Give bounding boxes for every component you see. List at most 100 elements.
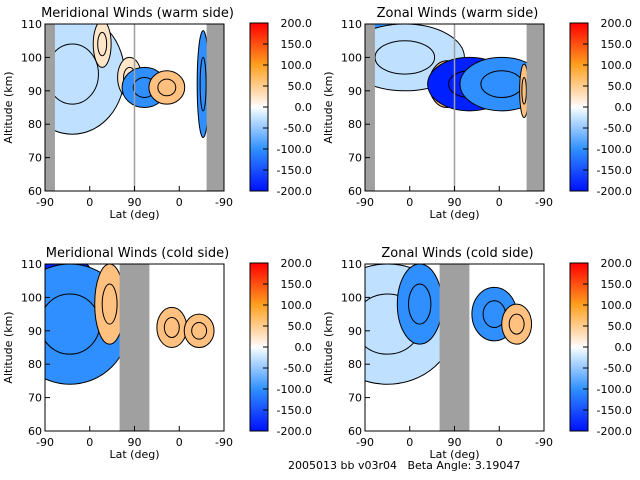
xtick-label-1: 0 xyxy=(406,436,413,449)
x-axis-label: Lat (deg) xyxy=(110,448,160,461)
contour-core-2 xyxy=(97,31,108,57)
missing-data-band-0 xyxy=(365,24,375,191)
ytick-label-90: 90 xyxy=(348,85,362,98)
chart-1: Zonal Winds (warm side) 60 70 80 90 100 110 Alt… xyxy=(322,6,633,221)
colorbar-label-0: 200.0 xyxy=(281,17,313,30)
plot-area xyxy=(45,24,224,191)
contour-core-6 xyxy=(199,56,207,112)
contour-core-5 xyxy=(157,78,177,97)
y-axis-label: Altitude (km) xyxy=(322,311,335,383)
chart-3: Zonal Winds (cold side) 60 70 80 90 100 110 Alt… xyxy=(322,246,633,461)
ytick-label-80: 80 xyxy=(348,358,362,371)
colorbar-label-2: 100.0 xyxy=(281,59,313,72)
xtick-label-4: -90 xyxy=(215,436,233,449)
contour-core-1 xyxy=(374,40,436,75)
colorbar-label-6: -100.0 xyxy=(597,383,632,396)
xtick-label-1: 0 xyxy=(86,436,93,449)
ytick-label-80: 80 xyxy=(348,118,362,131)
xtick-label-0: -90 xyxy=(36,436,54,449)
y-axis-label: Altitude (km) xyxy=(322,71,335,143)
ytick-label-90: 90 xyxy=(28,325,42,338)
chart-title: Zonal Winds (cold side) xyxy=(381,246,533,261)
colorbar-label-5: -50.0 xyxy=(604,362,632,375)
colorbar-label-5: -50.0 xyxy=(604,122,632,135)
colorbar-label-1: 150.0 xyxy=(601,38,633,51)
missing-data-band-1 xyxy=(206,24,224,191)
y-axis-label: Altitude (km) xyxy=(2,311,15,383)
colorbar-label-1: 150.0 xyxy=(281,278,313,291)
xtick-label-3: 0 xyxy=(496,196,503,209)
colorbar-label-6: -100.0 xyxy=(277,383,312,396)
ytick-label-60: 60 xyxy=(348,185,362,198)
xtick-label-2: 90 xyxy=(448,196,462,209)
contour-core-1 xyxy=(45,293,101,355)
ytick-label-110: 110 xyxy=(341,18,362,31)
colorbar-label-1: 150.0 xyxy=(281,38,313,51)
ytick-label-110: 110 xyxy=(21,258,42,271)
colorbar-label-8: -200.0 xyxy=(597,185,632,198)
chart-0: Meridional Winds (warm side) 60 70 80 90 100 1… xyxy=(2,6,313,221)
xtick-label-4: -90 xyxy=(535,436,553,449)
plot-area xyxy=(365,24,544,191)
y-axis-label: Altitude (km) xyxy=(2,71,15,143)
chart-title: Zonal Winds (warm side) xyxy=(377,6,539,21)
ytick-label-100: 100 xyxy=(341,291,362,304)
xtick-label-1: 0 xyxy=(86,196,93,209)
xtick-label-1: 0 xyxy=(406,196,413,209)
contour-core-4 xyxy=(191,321,208,340)
colorbar-label-3: 50.0 xyxy=(608,80,633,93)
contour-core-5 xyxy=(521,76,527,105)
xtick-label-0: -90 xyxy=(36,196,54,209)
ytick-label-70: 70 xyxy=(28,392,42,405)
colorbar-label-4: 0.0 xyxy=(615,101,633,114)
colorbar-label-8: -200.0 xyxy=(277,425,312,438)
chart-2: Meridional Winds (cold side) 60 70 80 90 100 1… xyxy=(2,246,313,461)
colorbar-label-0: 200.0 xyxy=(601,17,633,30)
ytick-label-60: 60 xyxy=(28,425,42,438)
xtick-label-0: -90 xyxy=(356,196,374,209)
ytick-label-100: 100 xyxy=(21,51,42,64)
missing-data-band-1 xyxy=(526,24,544,191)
xtick-label-2: 90 xyxy=(128,436,142,449)
ytick-label-90: 90 xyxy=(348,325,362,338)
colorbar-label-4: 0.0 xyxy=(295,101,313,114)
colorbar-label-3: 50.0 xyxy=(288,320,313,333)
colorbar-label-8: -200.0 xyxy=(277,185,312,198)
colorbar-label-6: -100.0 xyxy=(277,143,312,156)
colorbar-label-4: 0.0 xyxy=(615,341,633,354)
colorbar-label-8: -200.0 xyxy=(597,425,632,438)
xtick-label-4: -90 xyxy=(535,196,553,209)
footer-info: 2005013 bb v03r04 Beta Angle: 3.19047 xyxy=(288,459,521,472)
x-axis-label: Lat (deg) xyxy=(430,208,480,221)
xtick-label-3: 0 xyxy=(496,436,503,449)
panel-zonal-warm: Zonal Winds (warm side) 60 70 80 90 100 110 Alt… xyxy=(320,0,640,240)
contour-core-2 xyxy=(101,283,118,325)
ytick-label-110: 110 xyxy=(341,258,362,271)
ytick-label-60: 60 xyxy=(28,185,42,198)
contour-core-4 xyxy=(480,70,524,98)
colorbar-label-2: 100.0 xyxy=(601,59,633,72)
colorbar-label-5: -50.0 xyxy=(284,362,312,375)
colorbar-label-3: 50.0 xyxy=(608,320,633,333)
ytick-label-70: 70 xyxy=(28,152,42,165)
x-axis-label: Lat (deg) xyxy=(430,448,480,461)
colorbar-label-6: -100.0 xyxy=(597,143,632,156)
colorbar-label-0: 200.0 xyxy=(601,257,633,270)
contour-core-3 xyxy=(508,313,525,335)
ytick-label-110: 110 xyxy=(21,18,42,31)
panel-meridional-cold: Meridional Winds (cold side) 60 70 80 90 100 1… xyxy=(0,240,320,480)
contour-core-1 xyxy=(408,283,432,325)
plot-area xyxy=(365,264,533,431)
xtick-label-0: -90 xyxy=(356,436,374,449)
colorbar-label-2: 100.0 xyxy=(601,299,633,312)
panel-meridional-warm: Meridional Winds (warm side) 60 70 80 90 100 1… xyxy=(0,0,320,240)
colorbar-label-7: -150.0 xyxy=(277,404,312,417)
xtick-label-2: 90 xyxy=(448,436,462,449)
ytick-label-100: 100 xyxy=(341,51,362,64)
missing-data-band-0 xyxy=(45,24,55,191)
xtick-label-3: 0 xyxy=(176,196,183,209)
ytick-label-100: 100 xyxy=(21,291,42,304)
colorbar-label-5: -50.0 xyxy=(284,122,312,135)
ytick-label-80: 80 xyxy=(28,118,42,131)
panel-zonal-cold: Zonal Winds (cold side) 60 70 80 90 100 110 Alt… xyxy=(320,240,640,480)
